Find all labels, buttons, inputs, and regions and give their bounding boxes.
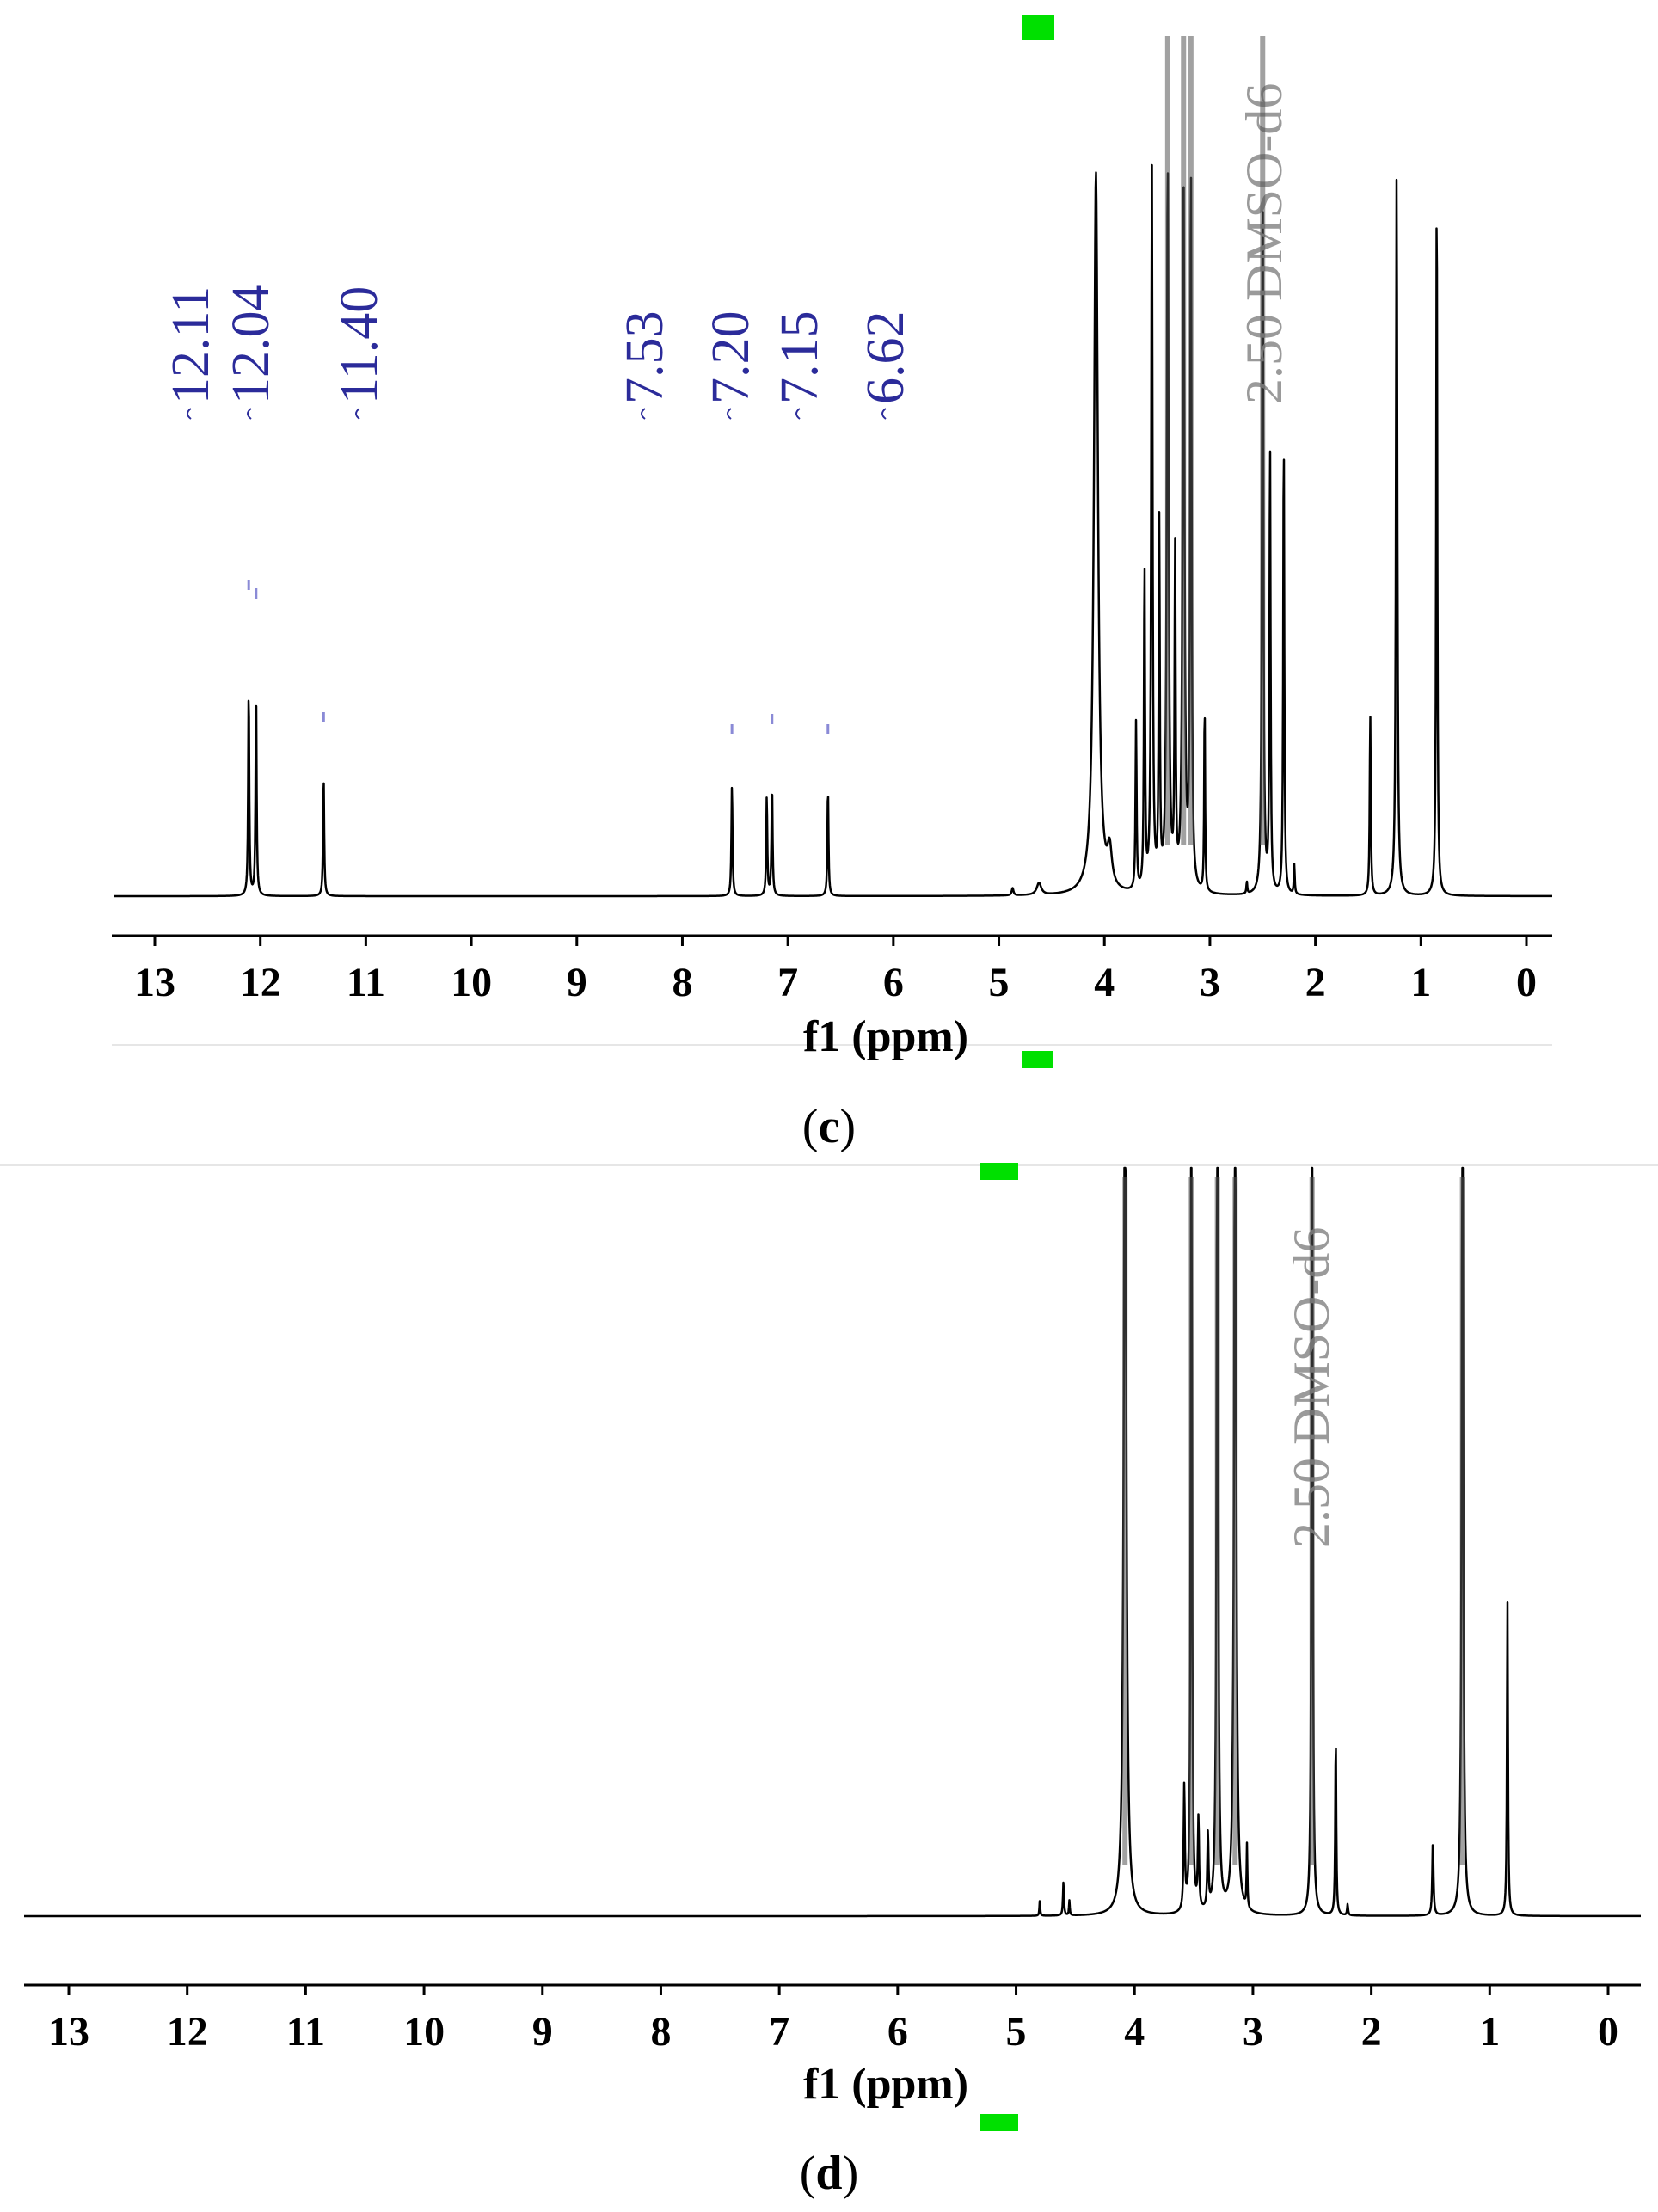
x-tick-label-12: 12 xyxy=(240,960,281,1005)
x-tick-label-8: 8 xyxy=(672,960,692,1005)
spectrum-panel-d: 13 12 11 10 9 8 7 6 5 4 3 2 1 0 f1 (ppm) 2.50 DMSO-d6… xyxy=(0,1163,1658,2200)
x-tick-label-6: 6 xyxy=(887,2009,908,2055)
x-tick-label-7: 7 xyxy=(777,960,798,1005)
x-axis-title-d: f1 (ppm) xyxy=(803,2060,968,2109)
peak-bracket-5 xyxy=(795,408,801,420)
x-tick-label-9: 9 xyxy=(567,960,587,1005)
peak-bracket-0 xyxy=(187,408,192,420)
peak-label-7-20: 7.20 xyxy=(702,311,760,405)
top-marker-d xyxy=(980,1163,1018,1180)
x-tick-label-5: 5 xyxy=(989,960,1010,1005)
spectrum-line-c xyxy=(113,163,1553,898)
x-ticks-c xyxy=(153,936,1528,946)
x-tick-label-9: 9 xyxy=(532,2009,553,2055)
x-tick-label-6: 6 xyxy=(883,960,904,1005)
panel-caption-d: (d) xyxy=(800,2147,858,2200)
x-tick-label-1: 1 xyxy=(1479,2009,1500,2055)
x-tick-label-5: 5 xyxy=(1006,2009,1027,2055)
x-tick-label-3: 3 xyxy=(1200,960,1220,1005)
x-tick-label-0: 0 xyxy=(1516,960,1537,1005)
x-tick-label-10: 10 xyxy=(451,960,492,1005)
x-tick-label-7: 7 xyxy=(769,2009,789,2055)
peak-label-12-11: 12.11 xyxy=(162,286,220,404)
panel-caption-c: (c) xyxy=(802,1100,856,1153)
peak-markers-c xyxy=(247,580,830,734)
x-tick-label-0: 0 xyxy=(1598,2009,1618,2055)
x-tick-label-10: 10 xyxy=(403,2009,445,2055)
x-tick-label-4: 4 xyxy=(1124,2009,1145,2055)
x-tick-label-13: 13 xyxy=(48,2009,89,2055)
peak-label-11-40: 11.40 xyxy=(330,286,389,404)
x-tick-label-11: 11 xyxy=(347,960,385,1005)
bottom-marker-c xyxy=(1022,1051,1053,1068)
peak-bracket-2 xyxy=(355,408,360,420)
x-tick-label-1: 1 xyxy=(1410,960,1431,1005)
top-marker-c xyxy=(1022,15,1054,40)
spectrum-line-d xyxy=(23,1166,1642,1918)
peak-label-6-62: 6.62 xyxy=(857,311,915,405)
x-tick-label-8: 8 xyxy=(650,2009,671,2055)
x-tick-labels-c: 13 12 11 10 9 8 7 6 5 4 3 2 1 0 xyxy=(134,960,1537,1005)
x-tick-label-3: 3 xyxy=(1243,2009,1263,2055)
peak-bracket-1 xyxy=(247,408,252,420)
x-tick-labels-d: 13 12 11 10 9 8 7 6 5 4 3 2 1 0 xyxy=(48,2009,1618,2055)
spectrum-panel-c: 13 12 11 10 9 8 7 6 5 4 3 2 1 0 f1 (ppm) 12.11 12.04 11… xyxy=(112,15,1553,1153)
x-tick-label-13: 13 xyxy=(134,960,175,1005)
peak-label-12-04: 12.04 xyxy=(222,285,280,405)
x-tick-label-11: 11 xyxy=(286,2009,325,2055)
peak-bracket-6 xyxy=(881,408,887,420)
x-tick-label-2: 2 xyxy=(1305,960,1326,1005)
x-tick-label-12: 12 xyxy=(167,2009,208,2055)
x-ticks-d xyxy=(67,1985,1610,1995)
peak-bracket-3 xyxy=(641,408,646,420)
x-tick-label-4: 4 xyxy=(1094,960,1115,1005)
peak-label-7-53: 7.53 xyxy=(616,311,674,405)
peak-labels-c: 12.11 12.04 11.40 7.53 7.20 7.15 6.62 xyxy=(162,285,915,420)
x-tick-label-2: 2 xyxy=(1361,2009,1382,2055)
x-axis-title-c: f1 (ppm) xyxy=(803,1012,968,1061)
peak-label-7-15: 7.15 xyxy=(771,311,829,405)
bottom-marker-d xyxy=(980,2114,1018,2131)
peak-bracket-4 xyxy=(727,408,732,420)
